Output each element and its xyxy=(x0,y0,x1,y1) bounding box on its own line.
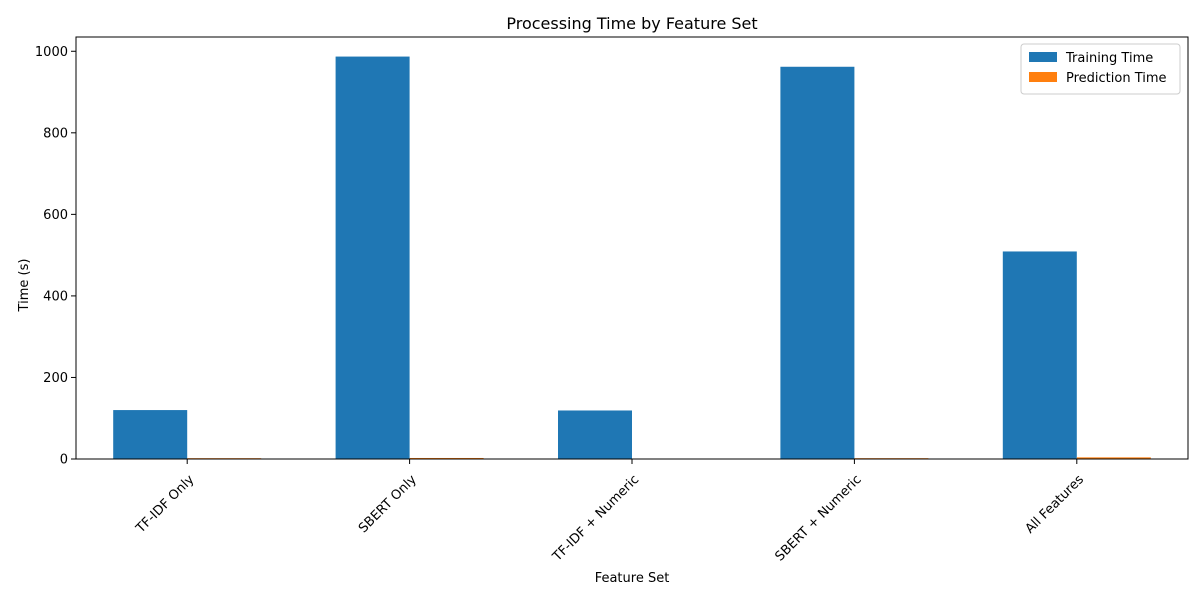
x-tick-label: All Features xyxy=(1023,472,1088,537)
x-tick-label: TF-IDF + Numeric xyxy=(549,472,642,565)
y-ticks: 0 200 400 600 800 1000 xyxy=(35,45,76,468)
x-axis-label: Feature Set xyxy=(595,571,670,586)
bar-training-3 xyxy=(780,66,855,459)
legend-label: Training Time xyxy=(1065,51,1153,66)
bar-training-0 xyxy=(113,410,188,459)
x-ticks: TF-IDF Only SBERT Only TF-IDF + Numeric SBE… xyxy=(133,459,1087,565)
x-tick-label: SBERT + Numeric xyxy=(772,472,864,564)
x-tick-label: TF-IDF Only xyxy=(133,472,198,537)
bar-training-2 xyxy=(558,410,632,459)
legend-box xyxy=(1020,43,1181,95)
bars-layer xyxy=(113,56,1151,459)
x-tick-label: SBERT Only xyxy=(356,472,420,536)
y-tick-label: 400 xyxy=(43,289,68,304)
y-tick-label: 200 xyxy=(43,371,68,386)
bar-training-1 xyxy=(335,56,410,459)
y-tick-label: 1000 xyxy=(35,45,68,60)
legend-label: Prediction Time xyxy=(1066,71,1167,86)
bar-prediction-1 xyxy=(409,457,484,459)
chart-title: Processing Time by Feature Set xyxy=(506,14,757,33)
legend-swatch xyxy=(1029,52,1057,62)
y-tick-label: 0 xyxy=(60,453,68,468)
y-tick-label: 600 xyxy=(43,208,68,223)
y-axis-label: Time (s) xyxy=(17,259,32,313)
legend-swatch xyxy=(1029,72,1057,82)
legend: Training Time Prediction Time xyxy=(1020,43,1181,95)
bar-training-4 xyxy=(1002,251,1077,459)
bar-prediction-4 xyxy=(1076,457,1151,459)
plot-frame xyxy=(75,36,1189,460)
y-tick-label: 800 xyxy=(43,126,68,141)
